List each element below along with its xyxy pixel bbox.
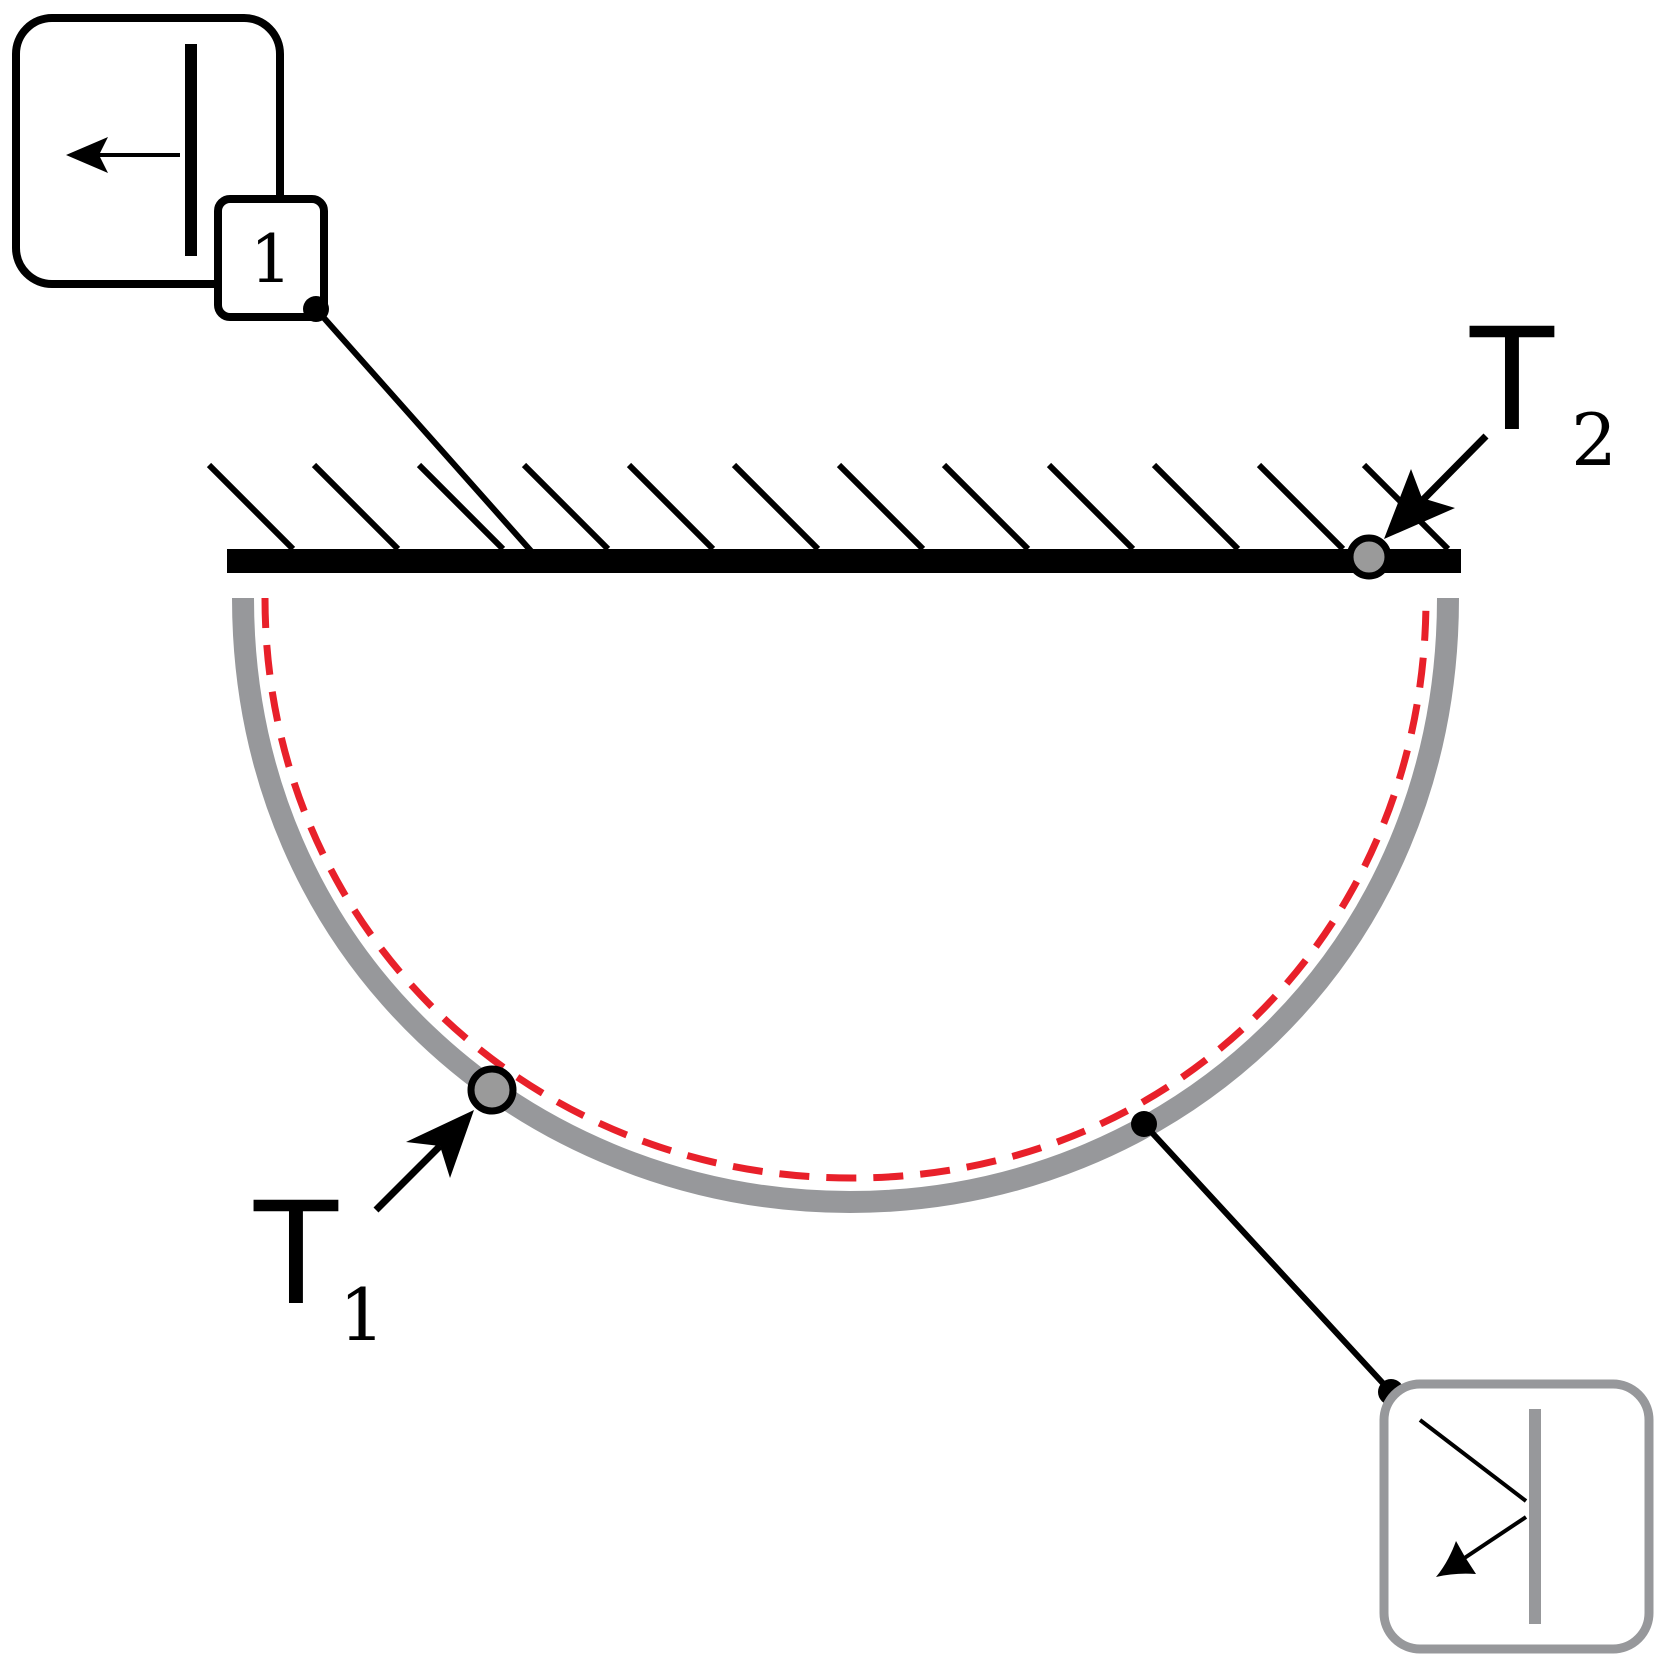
connector-bottom <box>1141 1121 1394 1395</box>
connector-bottom-start-dot <box>1131 1111 1157 1137</box>
arrow-down-left-reflect-icon <box>1418 1418 1528 1577</box>
label-t1-main: T <box>250 1167 342 1335</box>
t2-arrow-icon <box>1384 433 1489 539</box>
bottom-right-box[interactable] <box>1379 1379 1654 1654</box>
connector-top <box>313 307 542 562</box>
t2-point[interactable] <box>1346 534 1392 580</box>
arrow-left-from-wall-icon <box>66 137 180 173</box>
hatch-lines <box>206 462 1451 552</box>
t1-arrow-icon <box>373 1110 474 1213</box>
connector-top-start-dot <box>303 296 329 322</box>
badge-one[interactable]: 1 <box>214 195 328 321</box>
label-t2: T 2 <box>1466 293 1617 482</box>
label-t2-sub: 2 <box>1571 398 1617 482</box>
gray-arc-track <box>232 597 1459 1214</box>
label-t1: T 1 <box>250 1167 385 1357</box>
red-dashed-arc <box>261 597 1430 1182</box>
label-t1-sub: 1 <box>339 1273 385 1357</box>
badge-number: 1 <box>250 221 292 298</box>
label-t2-main: T <box>1466 293 1558 461</box>
badge-frame <box>214 195 328 321</box>
bottom-right-box-frame <box>1379 1379 1654 1654</box>
t1-point[interactable] <box>467 1065 517 1115</box>
